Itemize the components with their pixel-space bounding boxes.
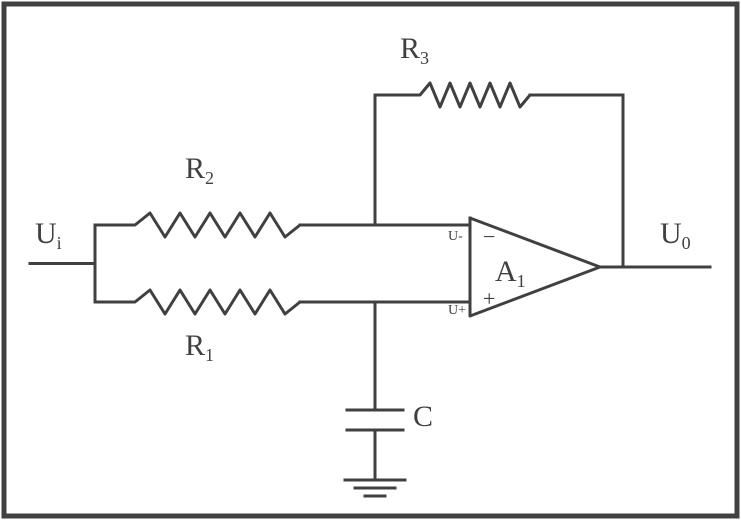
svg-text:R3: R3: [400, 32, 429, 68]
svg-text:R1: R1: [185, 329, 214, 365]
svg-text:U0: U0: [660, 217, 691, 253]
svg-text:C: C: [413, 400, 433, 433]
svg-text:U-: U-: [448, 229, 463, 244]
svg-text:Ui: Ui: [35, 217, 62, 253]
svg-text:+: +: [483, 286, 495, 311]
svg-text:R2: R2: [185, 152, 214, 188]
svg-text:−: −: [483, 224, 495, 249]
svg-text:U+: U+: [448, 303, 466, 318]
circuit-diagram: −+U-U+UiU0R1R2R3A1C: [0, 0, 741, 520]
